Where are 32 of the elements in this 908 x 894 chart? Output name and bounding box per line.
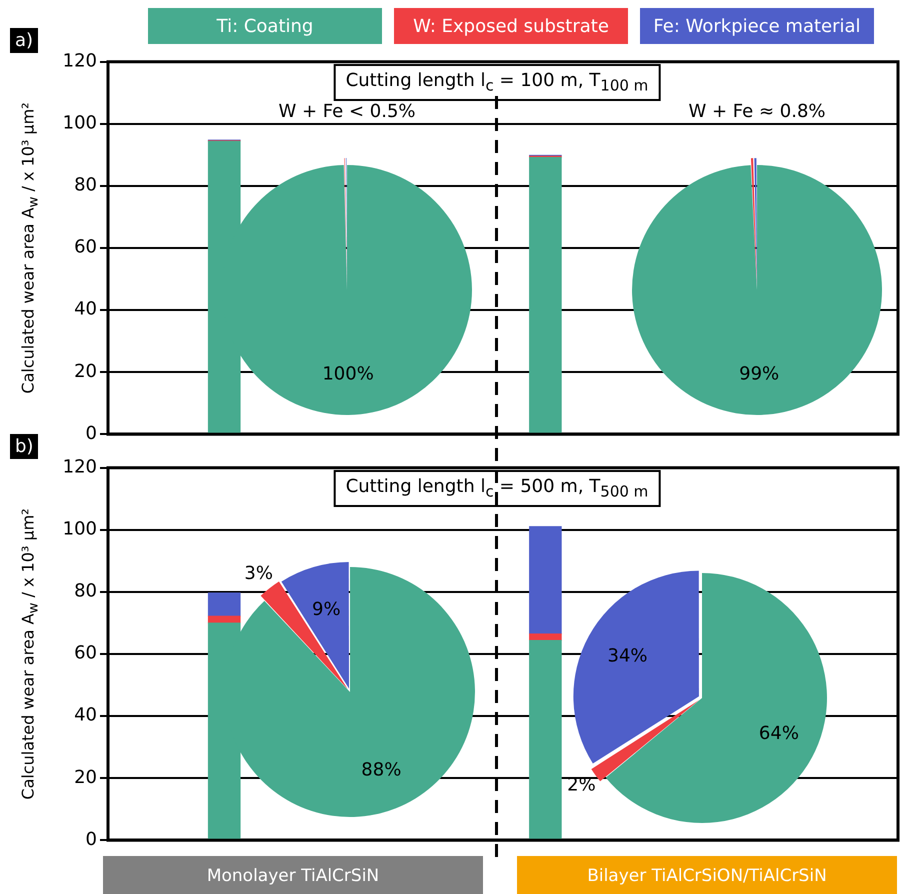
y-tick-label: 40 [74, 704, 97, 726]
y-tick-label: 120 [62, 50, 97, 72]
data-label: 3% [244, 562, 273, 584]
chart-title: W + Fe ≈ 0.8% [688, 101, 826, 122]
x-tick-label: Bilayer TiAlCrSiON/TiAlCrSiN [517, 856, 897, 894]
data-label: 100% [322, 364, 374, 385]
y-tick-label: 100 [62, 518, 97, 540]
y-tick-label: 60 [74, 642, 97, 664]
text: Cutting length l$_{c}$ = 500 m, T$_{500 m}$ [334, 470, 660, 507]
data-label: 99% [739, 364, 780, 385]
text: b) [10, 434, 38, 459]
y-tick-label: 0 [86, 828, 97, 850]
text: a) [10, 28, 38, 53]
data-label: 88% [361, 760, 402, 781]
data-label: 34% [608, 646, 648, 667]
y-tick-label: 20 [74, 360, 97, 382]
y-tick-label: 40 [74, 298, 97, 320]
y-tick-label: 100 [62, 112, 97, 134]
text: Fe: Workpiece material [640, 8, 874, 44]
y-tick-label: 80 [74, 580, 97, 602]
data-label: 64% [758, 722, 799, 744]
x-tick-label: Monolayer TiAlCrSiN [103, 856, 483, 894]
data-label: 9% [312, 599, 341, 620]
y-tick-label: 60 [74, 236, 97, 258]
text: Cutting length l$_{c}$ = 100 m, T$_{100 m}$ [334, 64, 660, 101]
y-tick-label: 120 [62, 456, 97, 478]
chart-title: W + Fe < 0.5% [278, 101, 416, 122]
y-tick-label: 0 [86, 422, 97, 444]
y-tick-label: 80 [74, 174, 97, 196]
text: Ti: Coating [148, 8, 382, 44]
y-tick-label: 20 [74, 766, 97, 788]
text: W: Exposed substrate [394, 8, 628, 44]
